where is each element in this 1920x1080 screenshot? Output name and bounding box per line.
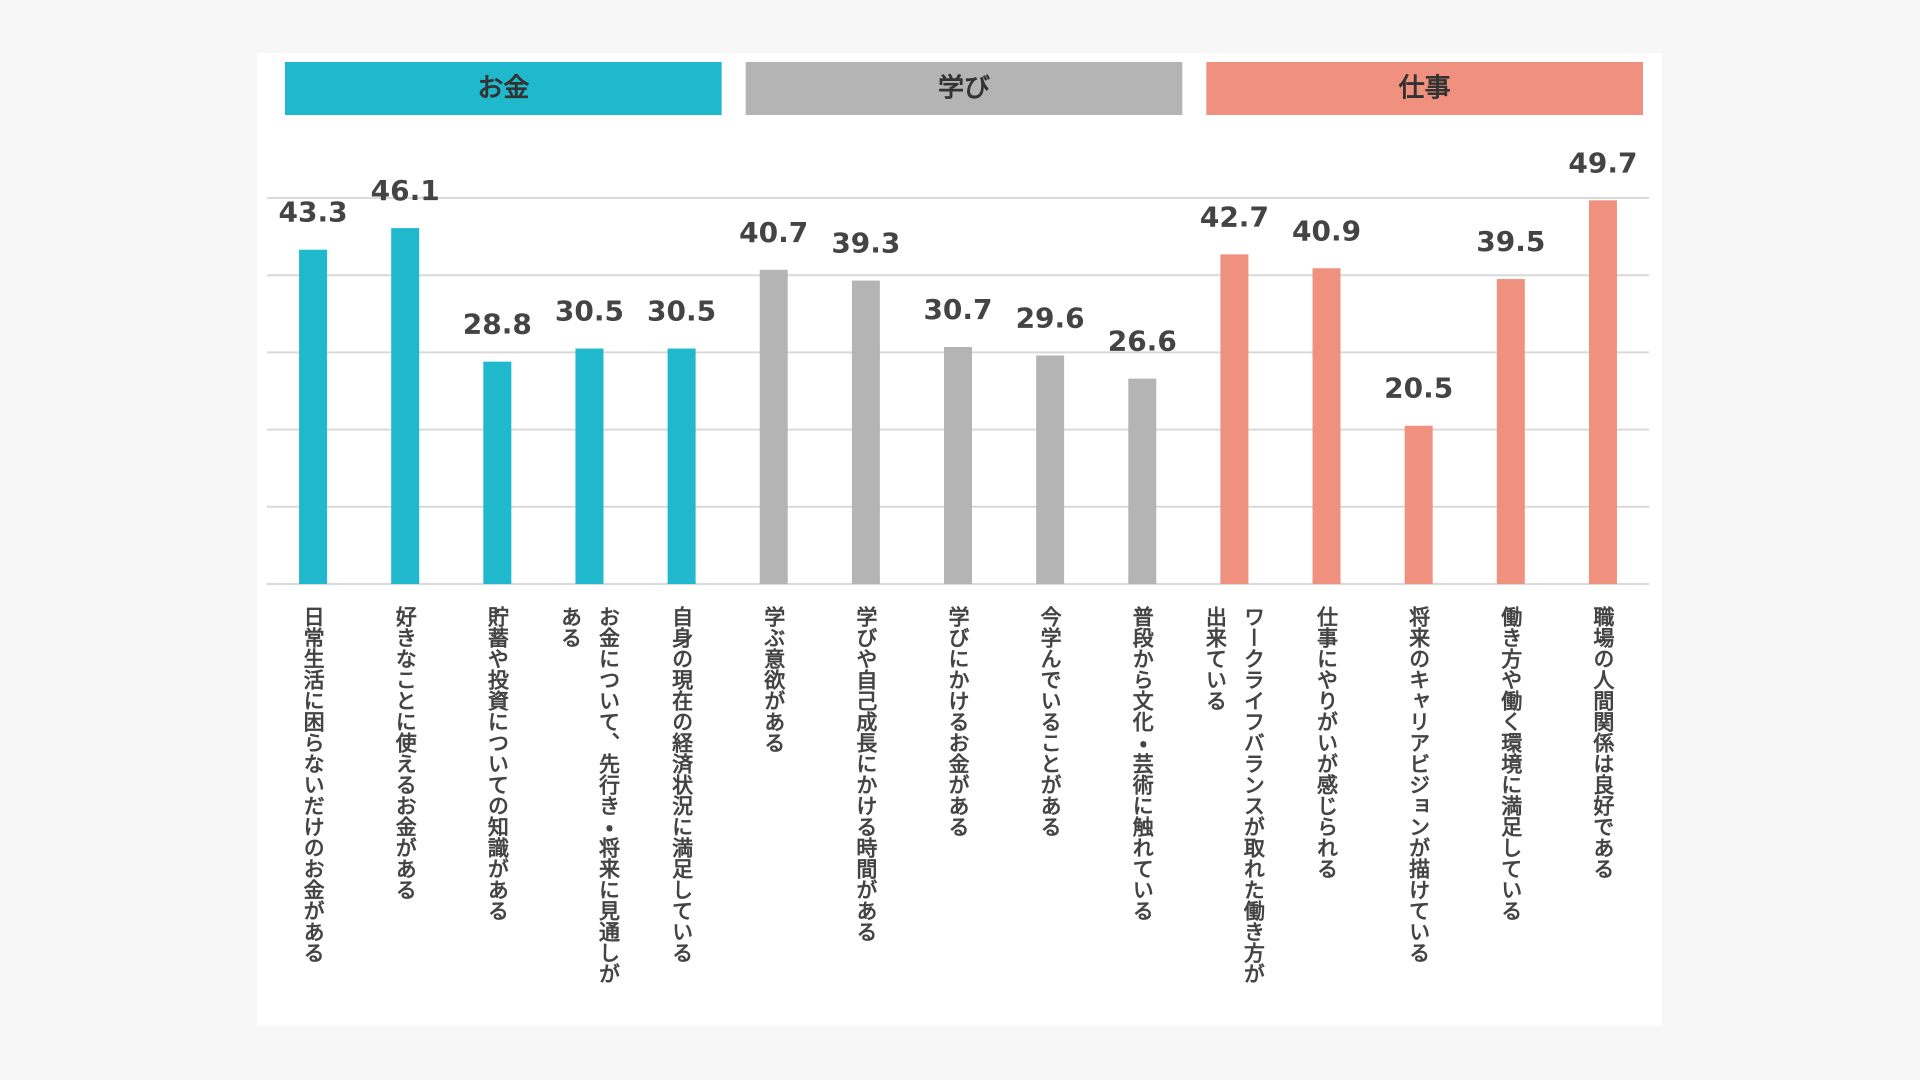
x-tick-label: 働き方や働く環境に満足している [1498, 606, 1523, 921]
bar [1588, 200, 1617, 585]
x-tick-label: ワークライフバランスが取れた働き方が出来ている [1203, 606, 1266, 984]
value-label: 43.3 [279, 196, 348, 229]
value-label: 20.5 [1384, 372, 1453, 405]
bar [483, 361, 512, 584]
bar [1496, 279, 1525, 584]
bar [299, 249, 328, 584]
x-tick-label: 貯蓄や投資についての知識がある [485, 606, 510, 921]
bar [391, 228, 420, 584]
group-header-label: お金 [477, 74, 529, 104]
bar [759, 269, 788, 584]
group-header [1206, 62, 1643, 115]
x-tick-label: 好きなことに使えるお金がある [393, 606, 418, 900]
group-header [745, 62, 1183, 115]
x-tick-label: 学びや自己成長にかける時間がある [853, 606, 878, 942]
group-header-label: 学び [938, 73, 990, 104]
value-label: 30.7 [923, 293, 992, 326]
value-label: 26.6 [1108, 325, 1177, 358]
value-label: 29.6 [1016, 301, 1085, 334]
value-label: 30.5 [647, 295, 716, 328]
bar [1128, 378, 1157, 584]
x-tick-label: お金について、先行き・将来に見通しがある [558, 606, 621, 984]
bar [1312, 268, 1341, 584]
x-tick-label: 学びにかけるお金がある [946, 606, 970, 837]
x-tick-label: 自身の現在の経済状況に満足している [669, 606, 694, 963]
bar [944, 346, 972, 584]
value-label: 40.9 [1292, 214, 1361, 247]
x-tick-label: 職場の人間関係は良好である [1590, 606, 1615, 879]
value-label: 39.3 [831, 227, 900, 260]
x-tick-label: 普段から文化・芸術に触れている [1130, 606, 1155, 921]
x-tick-label: 今学んでいることがある [1038, 606, 1063, 837]
bar [667, 348, 696, 584]
value-label: 30.5 [555, 295, 624, 328]
value-label: 42.7 [1200, 200, 1269, 233]
value-label: 46.1 [371, 174, 440, 207]
bar [1404, 425, 1433, 584]
value-label: 49.7 [1568, 146, 1637, 179]
bar [575, 348, 604, 584]
bar [1036, 355, 1065, 584]
x-tick-label: 将来のキャリアビジョンが描けている [1406, 606, 1431, 963]
value-label: 28.8 [463, 308, 532, 341]
value-label: 39.5 [1476, 225, 1545, 258]
value-label: 40.7 [739, 216, 808, 249]
bar [1220, 254, 1249, 584]
x-tick-label: 仕事にやりがいが感じられる [1314, 606, 1339, 879]
x-tick-label: 学ぶ意欲がある [761, 606, 786, 753]
group-header-label: 仕事 [1398, 74, 1451, 104]
x-tick-label: 日常生活に困らないだけのお金がある [301, 606, 326, 963]
group-header [285, 62, 722, 115]
bar [851, 280, 880, 584]
